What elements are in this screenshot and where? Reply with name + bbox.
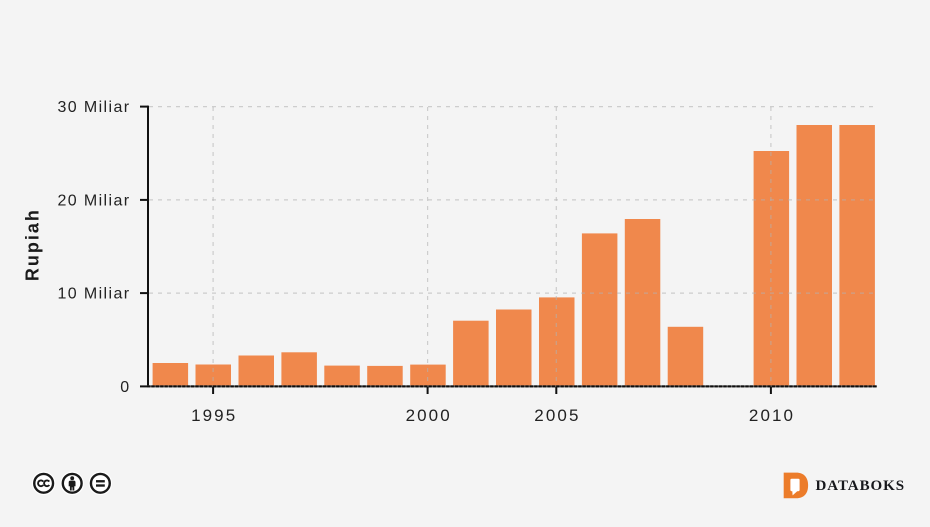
svg-text:DATABOKS: DATABOKS xyxy=(816,478,906,494)
svg-text:2005: 2005 xyxy=(534,406,580,425)
svg-text:1995: 1995 xyxy=(191,406,237,425)
svg-text:Rupiah: Rupiah xyxy=(23,208,43,281)
svg-text:10 Miliar: 10 Miliar xyxy=(57,286,130,303)
svg-text:2000: 2000 xyxy=(406,406,452,425)
svg-text:30 Miliar: 30 Miliar xyxy=(57,99,130,116)
svg-text:0: 0 xyxy=(120,379,130,396)
svg-text:20 Miliar: 20 Miliar xyxy=(57,193,130,210)
svg-text:2010: 2010 xyxy=(749,406,795,425)
